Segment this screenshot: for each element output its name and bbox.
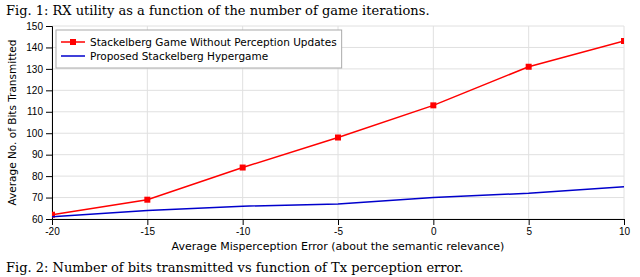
tick-label: 0	[431, 226, 437, 237]
plot: -20 -15 -10 -5 0 5 10 60 70 80 90 100 110 120 130 140 15…	[6, 21, 630, 253]
legend-item: Proposed Stackelberg Hypergame	[61, 50, 268, 62]
tick-mark	[46, 219, 52, 220]
grid-line	[52, 176, 624, 177]
legend-marker	[70, 39, 76, 45]
grid-line	[52, 197, 624, 198]
tick-mark	[46, 112, 52, 113]
tick-mark	[46, 198, 52, 199]
tick-mark	[624, 219, 625, 225]
grid-line	[52, 90, 624, 91]
tick: 90	[32, 149, 52, 160]
tick: -15	[141, 219, 156, 237]
grid-line	[52, 154, 624, 155]
tick-mark	[338, 219, 339, 225]
grid-line	[433, 26, 434, 219]
marker	[621, 38, 624, 44]
grid-line	[52, 26, 624, 27]
tick-mark	[46, 176, 52, 177]
tick-label: 70	[32, 192, 44, 203]
tick: 140	[26, 42, 52, 53]
y-axis: 60 70 80 90 100 110 120 130 140 150	[26, 21, 52, 225]
tick-label: 60	[32, 214, 44, 225]
tick: 10	[619, 219, 631, 237]
tick-mark	[147, 219, 148, 225]
series-line	[52, 187, 624, 217]
tick-label: -15	[141, 226, 156, 237]
tick-label: 150	[26, 21, 43, 32]
legend: Stackelberg Game Without Perception Upda…	[56, 30, 342, 68]
tick-label: -10	[236, 226, 251, 237]
marker	[526, 64, 532, 70]
tick: 5	[526, 219, 532, 237]
tick: 60	[32, 214, 52, 225]
marker	[240, 165, 246, 171]
axis-line	[53, 220, 625, 226]
tick-mark	[433, 219, 434, 225]
tick-label: -20	[45, 226, 60, 237]
tick-label: 100	[26, 128, 43, 139]
marker	[144, 197, 150, 203]
tick: 120	[26, 85, 52, 96]
tick-label: 5	[526, 226, 532, 237]
tick-label: 10	[619, 226, 631, 237]
tick: -10	[236, 219, 251, 237]
tick: 70	[32, 192, 52, 203]
tick-mark	[46, 133, 52, 134]
grid	[52, 26, 624, 219]
tick-mark	[529, 219, 530, 225]
tick-mark	[46, 26, 52, 27]
legend-swatch	[61, 55, 85, 57]
tick-label: 130	[26, 64, 43, 75]
grid-line	[52, 68, 624, 69]
x-axis: -20 -15 -10 -5 0 5 10	[45, 219, 630, 237]
grid-line	[624, 26, 625, 219]
tick-mark	[46, 90, 52, 91]
grid-line	[52, 111, 624, 112]
tick: 150	[26, 21, 52, 32]
title: Fig. 1: RX utility as a function of the …	[6, 3, 430, 18]
tick: -5	[334, 219, 343, 237]
marker	[335, 135, 341, 141]
tick-mark	[243, 219, 244, 225]
tick: 80	[32, 171, 52, 182]
grid-line	[528, 26, 529, 219]
chart: Fig. 1: RX utility as a function of the …	[0, 0, 640, 277]
tick-label: 140	[26, 42, 43, 53]
tick: 130	[26, 64, 52, 75]
tick-mark	[46, 47, 52, 48]
tick-label: 80	[32, 171, 44, 182]
tick-label: 120	[26, 85, 43, 96]
tick: 110	[27, 106, 52, 117]
legend-item: Stackelberg Game Without Perception Upda…	[61, 36, 337, 48]
tick: 0	[431, 219, 437, 237]
marker	[430, 102, 436, 108]
tick: -20	[45, 219, 60, 237]
tick-label: 90	[32, 149, 44, 160]
tick-mark	[46, 69, 52, 70]
tick-label: 110	[27, 106, 43, 117]
grid-line	[52, 133, 624, 134]
axis-line	[46, 27, 53, 220]
legend-box	[56, 30, 342, 68]
tick-mark	[46, 155, 52, 156]
legend-label: Stackelberg Game Without Perception Upda…	[90, 36, 337, 48]
tick-label: -5	[334, 226, 343, 237]
tick: 100	[26, 128, 52, 139]
legend-label: Proposed Stackelberg Hypergame	[90, 50, 268, 62]
x-axis-label: Average Misperception Error (about the s…	[172, 240, 505, 253]
annotation: Fig. 2: Number of bits transmitted vs fu…	[6, 260, 463, 275]
y-axis-label: Average No. of Bits Transmitted	[6, 40, 18, 206]
